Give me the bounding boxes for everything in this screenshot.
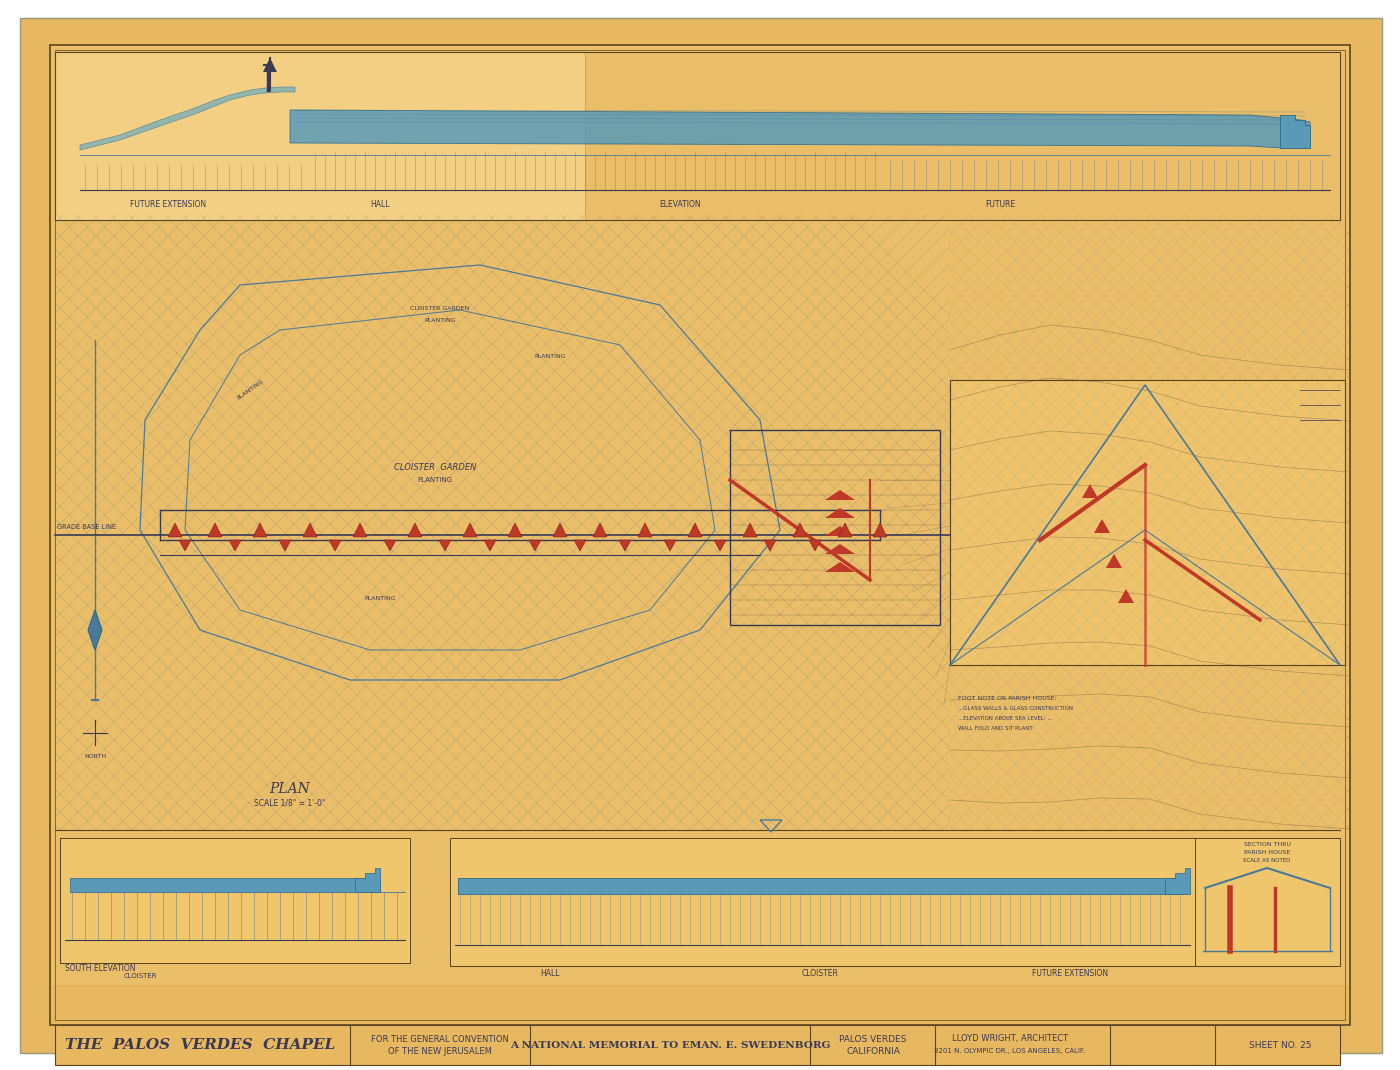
Text: NORTH: NORTH [84, 754, 106, 759]
Text: CLOISTER GARDEN: CLOISTER GARDEN [410, 306, 469, 311]
Polygon shape [764, 540, 776, 551]
Text: CLOISTER: CLOISTER [123, 973, 157, 979]
Polygon shape [553, 523, 567, 537]
Polygon shape [874, 523, 888, 537]
Polygon shape [80, 87, 295, 150]
Polygon shape [508, 523, 522, 537]
Bar [70, 878, 379, 892]
Text: SCALE 1/8" = 1'-0": SCALE 1/8" = 1'-0" [255, 799, 326, 808]
Text: PARISH HOUSE: PARISH HOUSE [1243, 850, 1291, 855]
Polygon shape [168, 523, 182, 537]
Text: LLOYD WRIGHT, ARCHITECT: LLOYD WRIGHT, ARCHITECT [952, 1035, 1068, 1043]
Polygon shape [1082, 484, 1098, 498]
Text: CALIFORNIA: CALIFORNIA [846, 1046, 900, 1055]
Polygon shape [88, 610, 102, 649]
Polygon shape [407, 523, 421, 537]
Text: OF THE NEW JERUSALEM: OF THE NEW JERUSALEM [388, 1046, 491, 1055]
Polygon shape [290, 110, 1310, 148]
Polygon shape [179, 540, 190, 551]
Text: PLANTING: PLANTING [424, 318, 456, 323]
Polygon shape [825, 526, 855, 536]
Text: PLANTING: PLANTING [235, 379, 265, 401]
Polygon shape [839, 523, 853, 537]
Text: SHEET NO. 25: SHEET NO. 25 [1249, 1040, 1312, 1050]
Text: GRADE BASE LINE: GRADE BASE LINE [57, 524, 116, 530]
Bar [60, 838, 410, 963]
Polygon shape [594, 523, 608, 537]
Polygon shape [353, 523, 367, 537]
Polygon shape [1106, 554, 1121, 568]
Bar [1196, 838, 1340, 966]
Text: SOUTH ELEVATION: SOUTH ELEVATION [64, 964, 136, 973]
Text: A NATIONAL MEMORIAL TO EMAN. E. SWEDENBORG: A NATIONAL MEMORIAL TO EMAN. E. SWEDENBO… [510, 1040, 830, 1050]
Polygon shape [440, 540, 451, 551]
Text: FOR THE GENERAL CONVENTION: FOR THE GENERAL CONVENTION [371, 1035, 510, 1043]
Polygon shape [279, 540, 291, 551]
Polygon shape [825, 562, 855, 572]
Bar [55, 52, 1340, 220]
Bar [951, 380, 1345, 664]
Polygon shape [463, 523, 477, 537]
Polygon shape [1119, 588, 1134, 603]
Text: WALL FOLD AND SIT PLANT: WALL FOLD AND SIT PLANT [958, 727, 1033, 731]
Text: FUTURE EXTENSION: FUTURE EXTENSION [130, 200, 206, 209]
Polygon shape [574, 540, 587, 551]
Polygon shape [484, 540, 496, 551]
Polygon shape [743, 523, 757, 537]
Polygon shape [809, 540, 820, 551]
Text: CLOISTER  GARDEN: CLOISTER GARDEN [393, 463, 476, 472]
Polygon shape [230, 540, 241, 551]
Polygon shape [384, 540, 396, 551]
Polygon shape [302, 523, 316, 537]
Polygon shape [825, 508, 855, 518]
Text: PLANTING: PLANTING [417, 477, 452, 483]
Polygon shape [825, 490, 855, 500]
Text: SECTION THRU: SECTION THRU [1243, 842, 1291, 847]
Polygon shape [263, 58, 277, 72]
Bar [1196, 838, 1340, 966]
Polygon shape [329, 540, 342, 551]
Polygon shape [792, 523, 806, 537]
Bar [449, 838, 1196, 966]
Text: ...ELEVATION ABOVE SEA LEVEL: ...: ...ELEVATION ABOVE SEA LEVEL: ... [958, 716, 1053, 721]
Polygon shape [209, 523, 223, 537]
Polygon shape [619, 540, 631, 551]
Text: ELEVATION: ELEVATION [659, 200, 701, 209]
Text: PLANTING: PLANTING [535, 354, 566, 360]
Text: FUTURE: FUTURE [986, 200, 1015, 209]
Polygon shape [714, 540, 727, 551]
Text: PLANTING: PLANTING [364, 596, 396, 601]
Text: FOOT NOTE OR PARISH HOUSE:: FOOT NOTE OR PARISH HOUSE: [958, 696, 1057, 701]
Text: PLAN: PLAN [270, 782, 311, 796]
Bar [458, 878, 1183, 895]
Text: HALL: HALL [370, 200, 389, 209]
Text: FUTURE EXTENSION: FUTURE EXTENSION [1032, 969, 1107, 978]
Polygon shape [253, 523, 267, 537]
Text: HALL: HALL [540, 969, 560, 978]
Polygon shape [529, 540, 540, 551]
Polygon shape [1165, 868, 1190, 895]
Text: PALOS VERDES: PALOS VERDES [840, 1035, 907, 1043]
Bar [60, 838, 410, 963]
Polygon shape [638, 523, 652, 537]
Bar [55, 1025, 1340, 1065]
Text: CLOISTER: CLOISTER [802, 969, 839, 978]
Text: THE  PALOS  VERDES  CHAPEL: THE PALOS VERDES CHAPEL [64, 1038, 335, 1052]
Text: 3201 N. OLYMPIC DR., LOS ANGELES, CALIF.: 3201 N. OLYMPIC DR., LOS ANGELES, CALIF. [934, 1048, 1085, 1054]
Polygon shape [356, 868, 379, 892]
Text: ...GLASS WALLS & GLASS CONSTRUCTION: ...GLASS WALLS & GLASS CONSTRUCTION [958, 706, 1072, 710]
Bar [951, 380, 1345, 664]
Polygon shape [825, 544, 855, 554]
Polygon shape [664, 540, 676, 551]
Text: SCALE AS NOTED: SCALE AS NOTED [1243, 858, 1291, 863]
Bar [55, 52, 585, 220]
Polygon shape [687, 523, 701, 537]
Polygon shape [1093, 519, 1110, 533]
Bar [50, 45, 1350, 985]
Bar [449, 838, 1196, 966]
Polygon shape [1280, 114, 1310, 148]
